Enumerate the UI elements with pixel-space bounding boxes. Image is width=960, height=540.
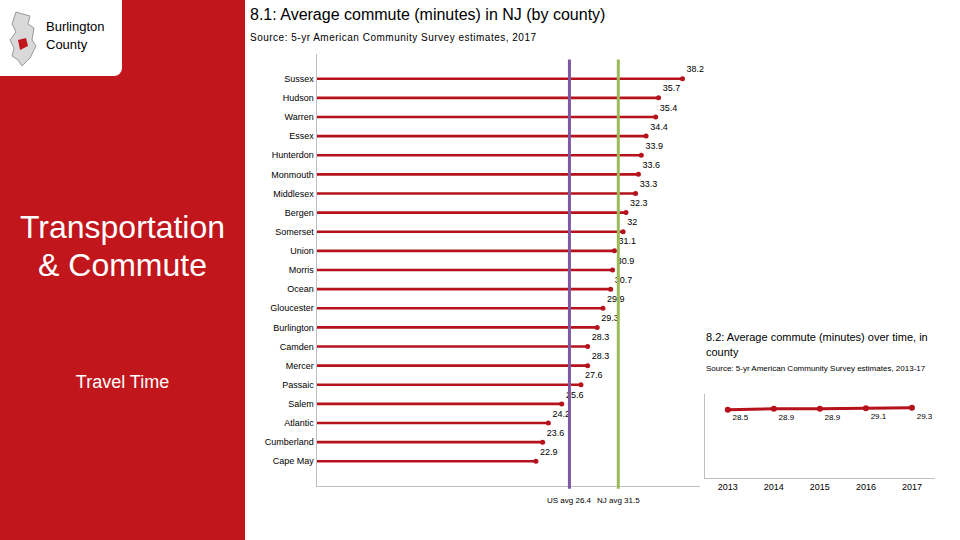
html-text:Source: 5-yr American Communit: Source: 5-yr American Community Survey e… xyxy=(250,32,537,43)
svg-text:Ocean: Ocean xyxy=(287,284,314,294)
svg-text:Essex: Essex xyxy=(289,131,314,141)
html-text:Burlington County: Burlington County xyxy=(46,19,105,52)
svg-text:Monmouth: Monmouth xyxy=(271,170,314,180)
svg-text:28.9: 28.9 xyxy=(825,413,841,422)
html-text:Source: 5-yr American Communit: Source: 5-yr American Community Survey e… xyxy=(706,364,926,373)
svg-text:28.3: 28.3 xyxy=(592,351,610,361)
svg-text:Sussex: Sussex xyxy=(284,74,314,84)
svg-text:31.1: 31.1 xyxy=(619,236,637,246)
html-text:Travel Time: Travel Time xyxy=(75,372,170,392)
svg-text:2017: 2017 xyxy=(902,482,922,492)
svg-text:NJ avg 31.5: NJ avg 31.5 xyxy=(597,496,640,505)
svg-text:Morris: Morris xyxy=(289,265,314,275)
svg-text:38.2: 38.2 xyxy=(687,64,705,74)
svg-text:29.3: 29.3 xyxy=(917,412,933,421)
svg-text:29.9: 29.9 xyxy=(607,294,625,304)
svg-text:35.7: 35.7 xyxy=(663,83,681,93)
svg-text:Warren: Warren xyxy=(285,112,314,122)
html-text:8.2: Average commute (minutes): 8.2: Average commute (minutes) over time… xyxy=(706,331,928,358)
svg-text:24.2: 24.2 xyxy=(552,409,570,419)
svg-text:29.3: 29.3 xyxy=(601,313,619,323)
svg-text:Salem: Salem xyxy=(288,399,314,409)
svg-text:33.9: 33.9 xyxy=(645,141,663,151)
svg-text:28.3: 28.3 xyxy=(592,332,610,342)
svg-text:35.4: 35.4 xyxy=(660,103,678,113)
svg-text:30.7: 30.7 xyxy=(615,275,633,285)
svg-text:Union: Union xyxy=(290,246,314,256)
svg-text:Atlantic: Atlantic xyxy=(284,418,314,428)
svg-text:2014: 2014 xyxy=(764,482,784,492)
svg-text:27.6: 27.6 xyxy=(585,370,603,380)
svg-text:Middlesex: Middlesex xyxy=(273,189,314,199)
svg-text:Hudson: Hudson xyxy=(283,93,314,103)
svg-text:28.5: 28.5 xyxy=(733,413,749,422)
svg-text:32.3: 32.3 xyxy=(630,198,648,208)
svg-text:30.9: 30.9 xyxy=(617,256,635,266)
svg-text:Camden: Camden xyxy=(280,342,314,352)
svg-text:29.1: 29.1 xyxy=(871,412,887,421)
svg-text:Cumberland: Cumberland xyxy=(265,437,314,447)
svg-text:Mercer: Mercer xyxy=(286,361,314,371)
svg-text:Hunterdon: Hunterdon xyxy=(272,150,314,160)
html-text:Transportation & Commute: Transportation & Commute xyxy=(19,209,226,283)
svg-text:2013: 2013 xyxy=(718,482,738,492)
svg-text:Somerset: Somerset xyxy=(275,227,314,237)
svg-text:2016: 2016 xyxy=(856,482,876,492)
svg-text:23.6: 23.6 xyxy=(547,428,565,438)
svg-text:Passaic: Passaic xyxy=(282,380,314,390)
svg-text:US avg 26.4: US avg 26.4 xyxy=(547,496,592,505)
svg-text:33.6: 33.6 xyxy=(643,160,661,170)
svg-text:Bergen: Bergen xyxy=(285,208,314,218)
svg-text:33.3: 33.3 xyxy=(640,179,658,189)
svg-text:2015: 2015 xyxy=(810,482,830,492)
svg-text:28.9: 28.9 xyxy=(779,413,795,422)
svg-text:Cape May: Cape May xyxy=(273,456,315,466)
svg-text:34.4: 34.4 xyxy=(650,122,668,132)
svg-text:32: 32 xyxy=(627,217,637,227)
svg-text:Gloucester: Gloucester xyxy=(270,303,314,313)
html-text:8.1: Average commute (minutes): 8.1: Average commute (minutes) in NJ (by… xyxy=(250,6,606,23)
svg-text:22.9: 22.9 xyxy=(540,447,558,457)
svg-text:Burlington: Burlington xyxy=(273,323,314,333)
svg-text:25.6: 25.6 xyxy=(566,390,584,400)
